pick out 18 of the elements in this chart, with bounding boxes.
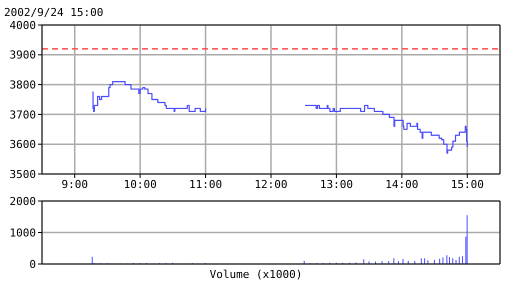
y-tick-label: 3700 <box>10 108 36 122</box>
chart-subtitle: 2002/9/24 15:00 <box>3 6 104 20</box>
y-tick-label: 4000 <box>10 18 36 32</box>
x-axis-title: Volume (x1000) <box>210 268 302 281</box>
x-tick-label: 12:00 <box>254 178 288 191</box>
x-tick-label: 9:00 <box>61 178 88 191</box>
y-tick-label: 0 <box>29 258 36 271</box>
x-tick-label: 15:00 <box>450 178 484 191</box>
y-tick-label: 2000 <box>10 194 36 208</box>
y-tick-label: 3500 <box>10 168 36 181</box>
x-tick-label: 13:00 <box>320 178 353 191</box>
x-tick-label: 14:00 <box>385 178 418 191</box>
x-tick-label: 10:00 <box>124 178 157 191</box>
y-tick-label: 1000 <box>10 226 36 240</box>
y-tick-label: 3900 <box>10 48 36 62</box>
y-tick-label: 3600 <box>10 138 36 152</box>
x-tick-label: 11:00 <box>189 178 222 191</box>
y-tick-label: 3800 <box>10 78 36 92</box>
